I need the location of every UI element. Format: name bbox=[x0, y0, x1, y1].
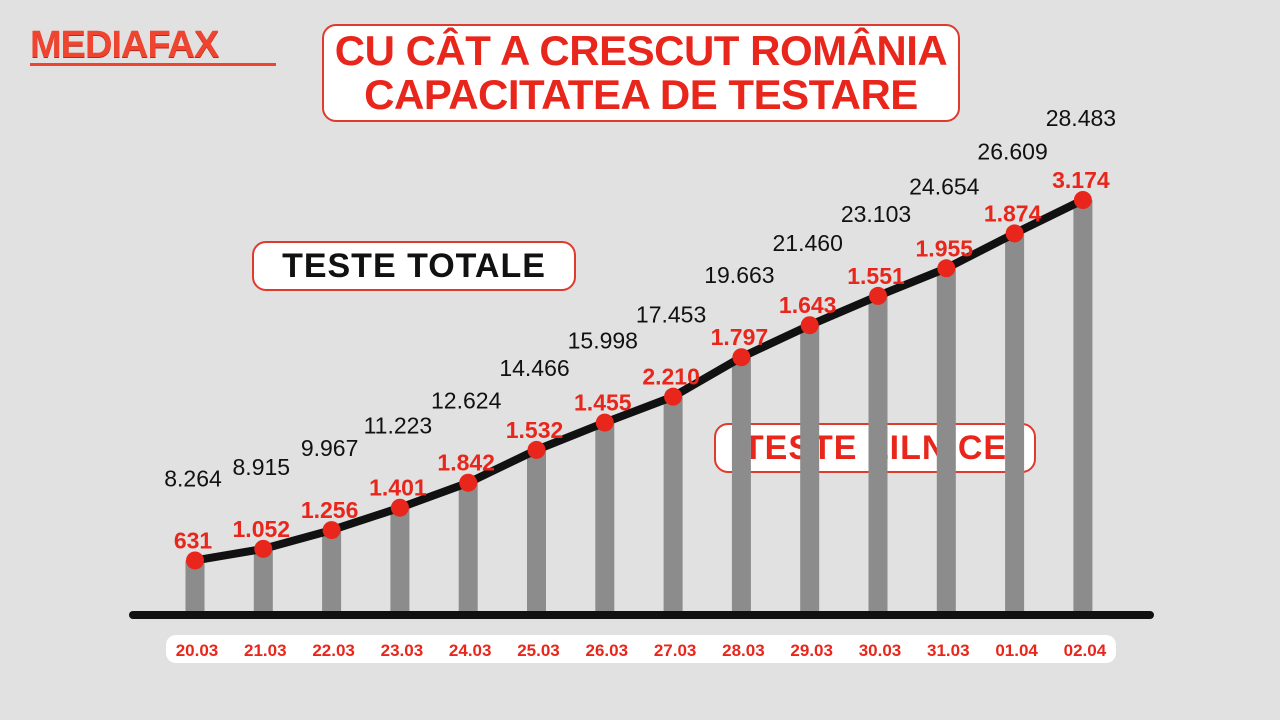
logo-underline bbox=[30, 63, 276, 66]
daily-label-02.04: 3.174 bbox=[1052, 167, 1110, 193]
bar-20.03 bbox=[185, 560, 205, 613]
date-label-24.03: 24.03 bbox=[449, 641, 492, 660]
total-label-26.03: 15.998 bbox=[568, 328, 638, 354]
point-01.04 bbox=[1005, 224, 1024, 243]
date-label-21.03: 21.03 bbox=[244, 641, 287, 660]
daily-label-31.03: 1.955 bbox=[916, 235, 974, 261]
daily-label-24.03: 1.842 bbox=[437, 450, 495, 476]
date-label-26.03: 26.03 bbox=[586, 641, 629, 660]
date-label-01.04: 01.04 bbox=[995, 641, 1038, 660]
point-27.03 bbox=[664, 387, 683, 406]
point-29.03 bbox=[800, 316, 819, 335]
bar-21.03 bbox=[253, 548, 273, 613]
point-22.03 bbox=[322, 521, 341, 540]
point-20.03 bbox=[186, 551, 204, 570]
legend-total-tests: TESTE TOTALE bbox=[252, 241, 576, 291]
bar-31.03 bbox=[936, 268, 956, 613]
total-label-24.03: 12.624 bbox=[431, 388, 502, 414]
daily-label-29.03: 1.643 bbox=[779, 292, 837, 318]
total-label-01.04: 26.609 bbox=[977, 138, 1047, 164]
point-02.04 bbox=[1073, 191, 1092, 209]
bar-02.04 bbox=[1073, 200, 1093, 613]
point-31.03 bbox=[937, 259, 956, 278]
total-label-28.03: 19.663 bbox=[704, 262, 774, 288]
date-label-31.03: 31.03 bbox=[927, 641, 970, 660]
daily-label-23.03: 1.401 bbox=[369, 475, 427, 501]
date-label-02.04: 02.04 bbox=[1064, 641, 1107, 660]
point-26.03 bbox=[595, 413, 614, 432]
date-label-25.03: 25.03 bbox=[517, 641, 560, 660]
total-label-20.03: 8.264 bbox=[164, 465, 222, 491]
total-label-31.03: 24.654 bbox=[909, 173, 980, 199]
daily-label-20.03: 631 bbox=[174, 527, 213, 553]
chart-title-box: CU CÂT A CRESCUT ROMÂNIA CAPACITATEA DE … bbox=[322, 24, 960, 122]
mediafax-logo: MEDIAFAX bbox=[30, 24, 219, 66]
point-23.03 bbox=[390, 498, 409, 517]
date-label-22.03: 22.03 bbox=[312, 641, 355, 660]
total-label-21.03: 8.915 bbox=[233, 454, 291, 480]
bar-30.03 bbox=[868, 295, 888, 613]
bar-24.03 bbox=[458, 482, 478, 613]
point-21.03 bbox=[254, 539, 273, 558]
daily-label-22.03: 1.256 bbox=[301, 497, 359, 523]
total-label-27.03: 17.453 bbox=[636, 302, 706, 328]
total-label-23.03: 11.223 bbox=[364, 413, 433, 439]
total-label-29.03: 21.460 bbox=[773, 230, 843, 256]
date-label-27.03: 27.03 bbox=[654, 641, 697, 660]
bar-23.03 bbox=[390, 507, 410, 613]
bar-27.03 bbox=[663, 396, 683, 613]
daily-label-26.03: 1.455 bbox=[574, 390, 632, 416]
total-label-30.03: 23.103 bbox=[841, 201, 911, 227]
chart-title-line-1: CU CÂT A CRESCUT ROMÂNIA bbox=[334, 27, 948, 74]
date-label-30.03: 30.03 bbox=[859, 641, 902, 660]
date-axis-strip bbox=[166, 635, 1116, 663]
total-label-22.03: 9.967 bbox=[301, 435, 359, 461]
date-label-23.03: 23.03 bbox=[381, 641, 424, 660]
point-25.03 bbox=[527, 440, 546, 459]
daily-label-01.04: 1.874 bbox=[984, 200, 1042, 226]
bar-25.03 bbox=[527, 449, 546, 613]
totals-line bbox=[191, 196, 1087, 565]
daily-label-25.03: 1.532 bbox=[506, 417, 564, 443]
bar-26.03 bbox=[595, 422, 615, 613]
bar-28.03 bbox=[731, 357, 751, 613]
date-label-29.03: 29.03 bbox=[790, 641, 833, 660]
total-label-25.03: 14.466 bbox=[499, 355, 569, 381]
bar-01.04 bbox=[1005, 233, 1025, 613]
point-30.03 bbox=[869, 286, 887, 305]
total-label-02.04: 28.483 bbox=[1046, 105, 1116, 131]
daily-label-28.03: 1.797 bbox=[711, 324, 769, 350]
daily-label-27.03: 2.210 bbox=[642, 364, 700, 390]
date-label-28.03: 28.03 bbox=[722, 641, 765, 660]
date-label-20.03: 20.03 bbox=[176, 641, 219, 660]
bar-29.03 bbox=[800, 325, 820, 613]
daily-label-21.03: 1.052 bbox=[233, 516, 291, 542]
chart-title-line-2: CAPACITATEA DE TESTARE bbox=[364, 71, 918, 118]
daily-label-30.03: 1.551 bbox=[847, 263, 905, 289]
point-24.03 bbox=[459, 473, 478, 492]
bar-22.03 bbox=[322, 530, 342, 613]
point-28.03 bbox=[732, 348, 751, 367]
